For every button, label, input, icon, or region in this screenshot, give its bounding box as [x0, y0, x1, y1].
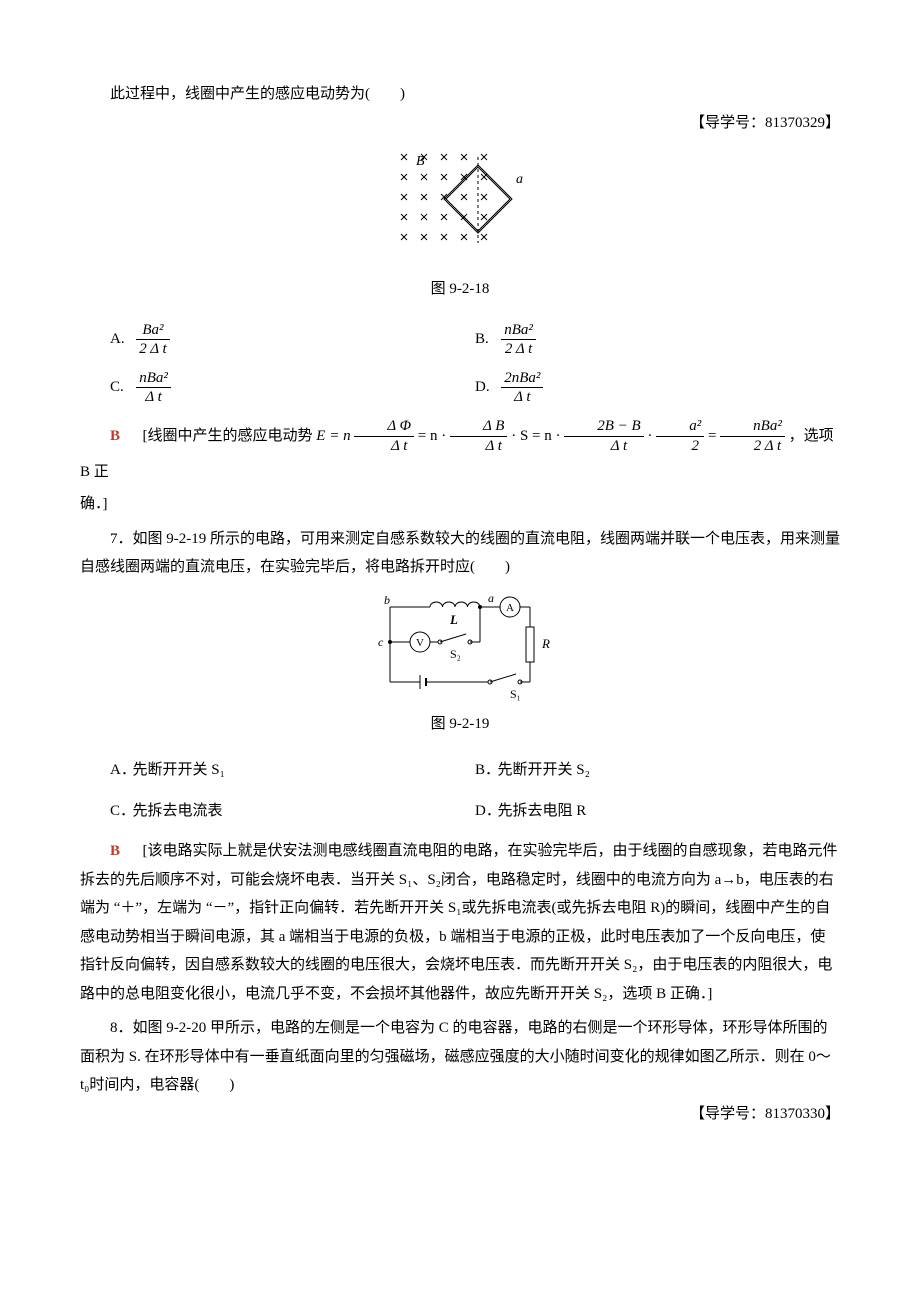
q6-option-B: B. nBa²2 Δ t [475, 316, 840, 364]
q7-answer-explain: B [该电路实际上就是伏安法测电感线圈直流电阻的电路，在实验完毕后，由于线圈的自… [80, 837, 840, 1008]
q6-guide-number: 【导学号：81370329】 [80, 109, 840, 138]
q6-options: A. Ba²2 Δ t B. nBa²2 Δ t C. nBa²Δ t D. 2… [110, 316, 840, 412]
q6-option-C: C. nBa²Δ t [110, 364, 475, 412]
q6-option-D: D. 2nBa²Δ t [475, 364, 840, 412]
q6-eq-lhs: E = n [316, 428, 350, 444]
figure-9-2-19: A R V S₂ S₁ a b c L [80, 582, 840, 702]
figure-9-2-19-caption: 图 9-2-19 [80, 710, 840, 739]
svg-text:B: B [416, 154, 425, 169]
svg-text:b: b [384, 593, 390, 607]
q6-explain-line2: 确．] [80, 490, 840, 519]
q6-answer-line: B [线圈中产生的感应电动势 E = n Δ ΦΔ t = n · Δ BΔ t… [80, 418, 840, 491]
svg-text:L: L [449, 612, 458, 627]
q7-option-D: D．先拆去电阻 R [475, 791, 840, 832]
q6-option-A: A. Ba²2 Δ t [110, 316, 475, 364]
svg-text:c: c [378, 635, 384, 649]
svg-text:A: A [506, 602, 514, 614]
q8-prompt: 8．如图 9-2-20 甲所示，电路的左侧是一个电容为 C 的电容器，电路的右侧… [80, 1014, 840, 1100]
figure-9-2-18: Ba [80, 137, 840, 267]
q6-explain-prefix: [线圈中产生的感应电动势 [143, 428, 317, 444]
q6-prompt-tail: 此过程中，线圈中产生的感应电动势为( ) [80, 80, 840, 109]
svg-text:a: a [516, 172, 523, 187]
svg-text:a: a [488, 591, 494, 605]
q7-explanation: [该电路实际上就是伏安法测电感线圈直流电阻的电路，在实验完毕后，由于线圈的自感现… [80, 843, 838, 1002]
q7-prompt: 7．如图 9-2-19 所示的电路，可用来测定自感系数较大的线圈的直流电阻，线圈… [80, 525, 840, 582]
q7-option-C: C．先拆去电流表 [110, 791, 475, 832]
svg-text:R: R [541, 636, 550, 651]
q7-answer-letter: B [110, 843, 120, 859]
svg-text:S₂: S₂ [450, 647, 461, 661]
figure-9-2-18-caption: 图 9-2-18 [80, 275, 840, 304]
q8-guide-number: 【导学号：81370330】 [80, 1100, 840, 1129]
svg-text:S₁: S₁ [510, 687, 521, 701]
q7-options: A．先断开开关 S₁ B．先断开开关 S₂ C．先拆去电流表 D．先拆去电阻 R [110, 750, 840, 831]
q7-option-B: B．先断开开关 S₂ [475, 750, 840, 791]
q6-answer-letter: B [110, 428, 120, 444]
svg-text:V: V [416, 637, 424, 649]
q7-option-A: A．先断开开关 S₁ [110, 750, 475, 791]
